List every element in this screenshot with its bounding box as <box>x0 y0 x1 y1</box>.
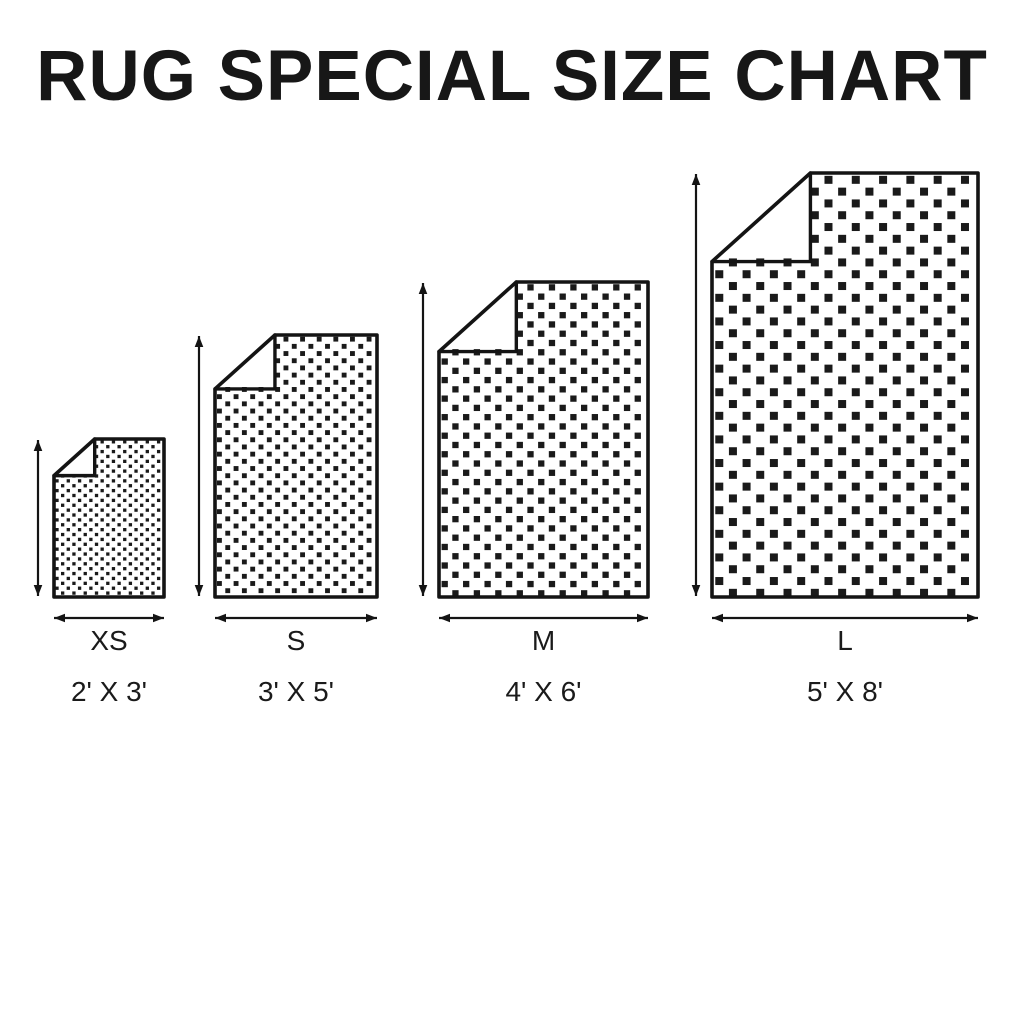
svg-text:S: S <box>287 625 306 656</box>
svg-text:M: M <box>532 625 555 656</box>
svg-text:3' X 5': 3' X 5' <box>258 676 334 707</box>
svg-text:5' X 8': 5' X 8' <box>807 676 883 707</box>
svg-text:L: L <box>837 625 853 656</box>
svg-text:XS: XS <box>90 625 127 656</box>
svg-text:4' X 6': 4' X 6' <box>505 676 581 707</box>
svg-text:2' X 3': 2' X 3' <box>71 676 147 707</box>
